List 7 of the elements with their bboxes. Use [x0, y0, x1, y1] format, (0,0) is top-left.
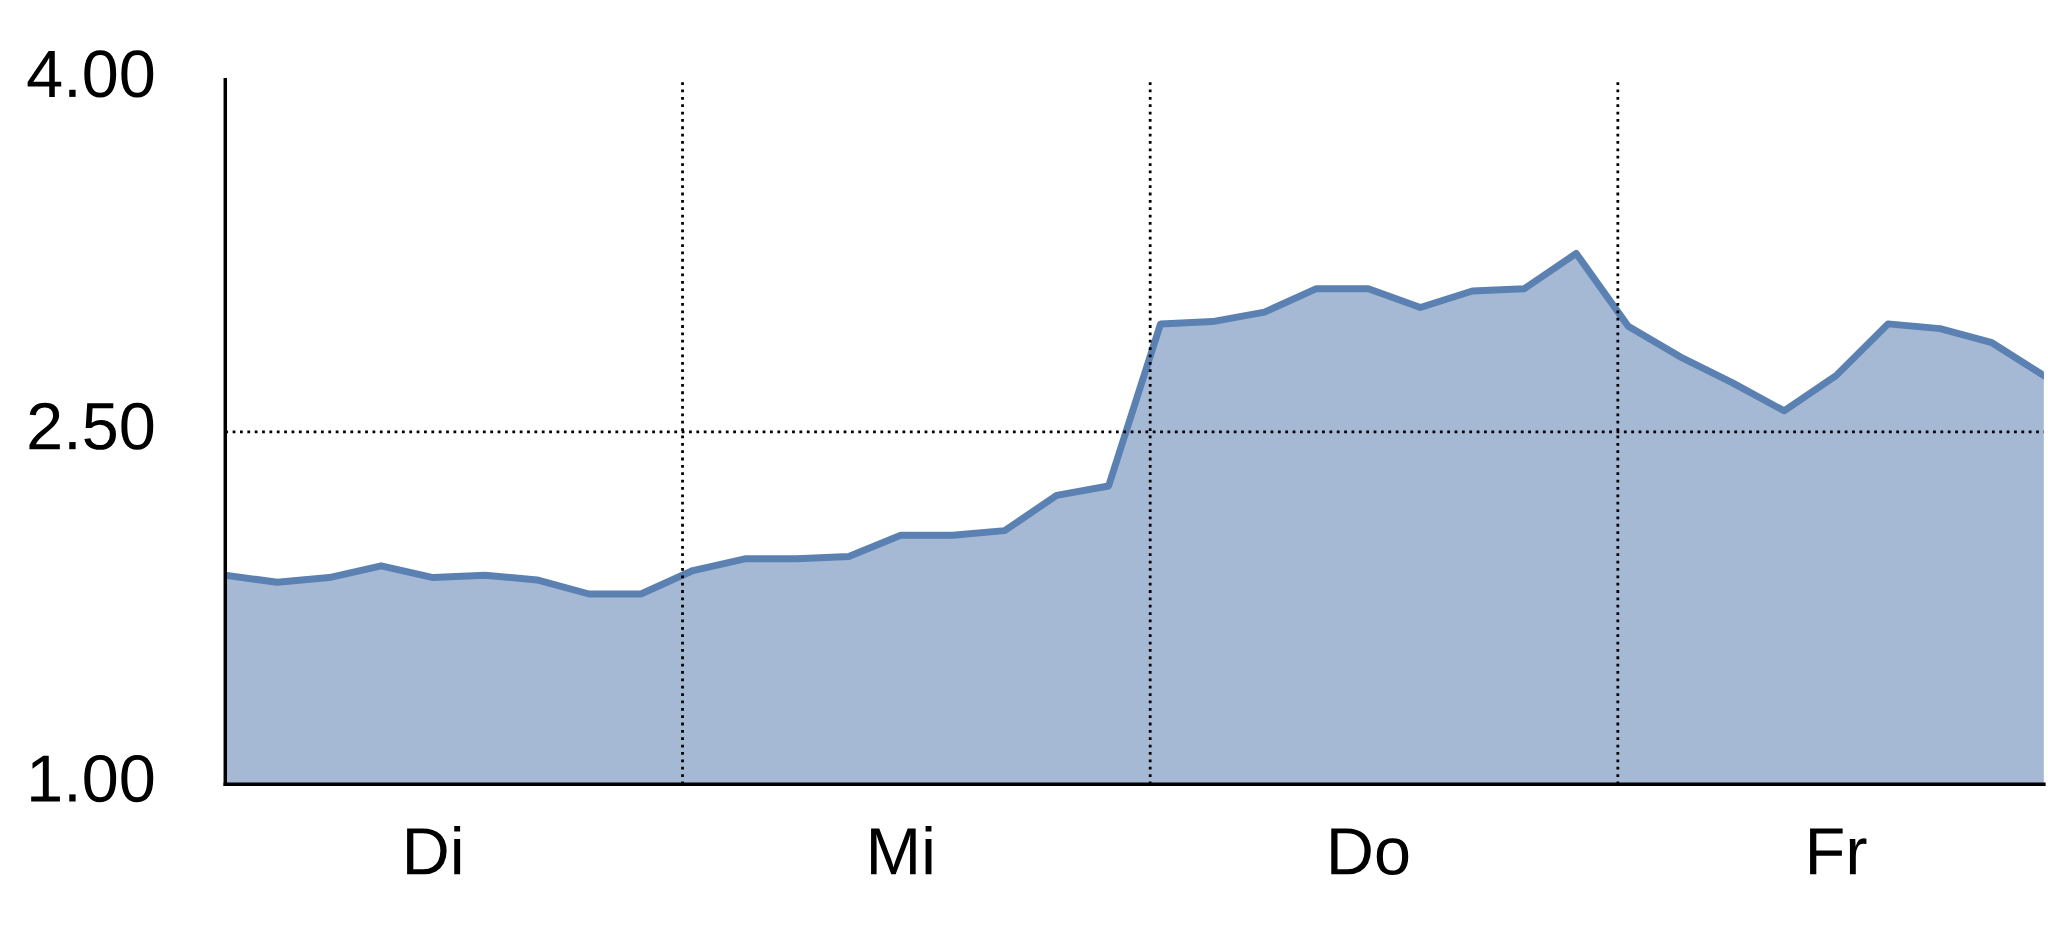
x-tick-label: Fr [1810, 828, 1867, 875]
x-tick-label: Do [1331, 828, 1409, 875]
y-tick-label: 4.00 [27, 50, 154, 98]
x-tick-label: Di [407, 825, 461, 875]
y-tick-label: 2.50 [29, 402, 154, 450]
x-tick-label: Mi [871, 825, 932, 875]
y-tick-label: 1.00 [31, 754, 154, 803]
